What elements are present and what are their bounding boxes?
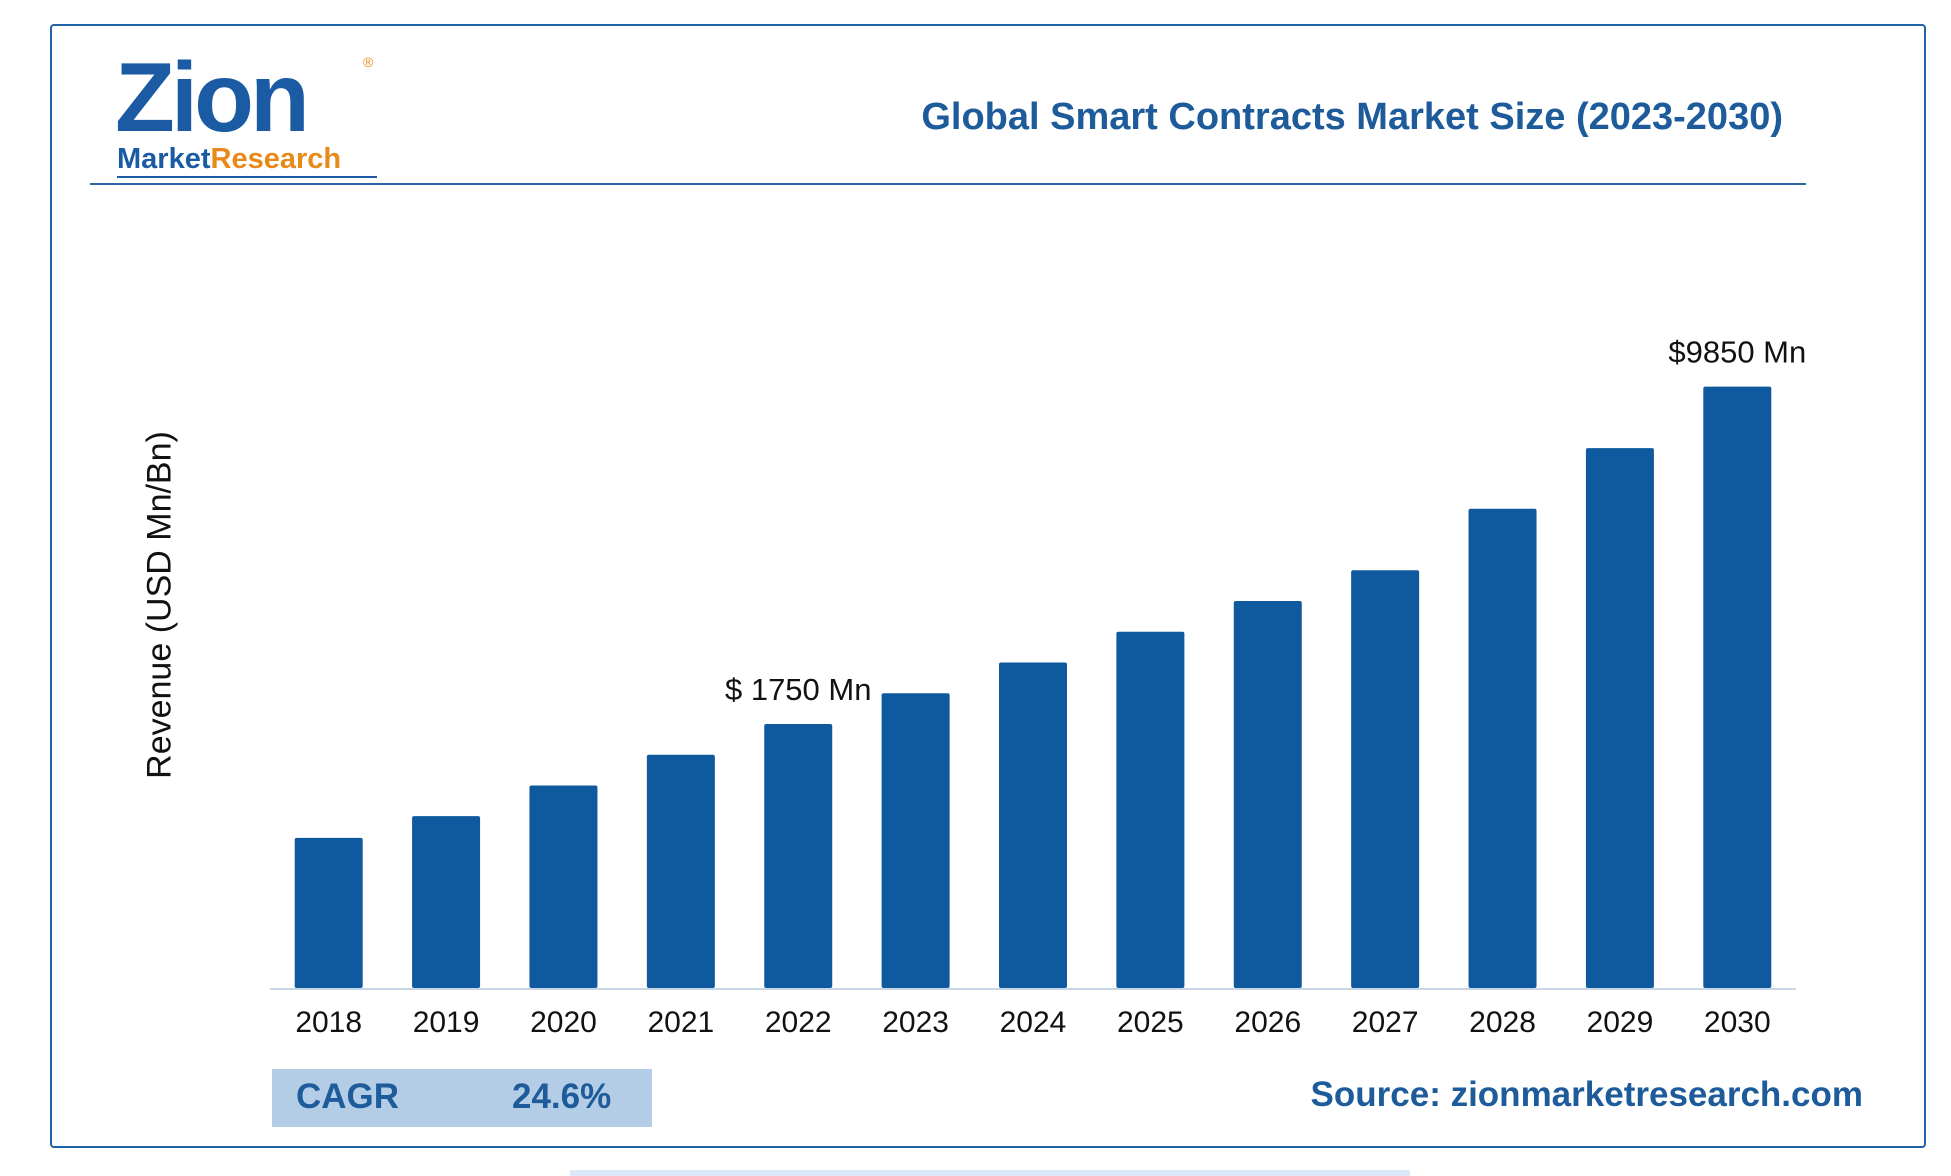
x-tick-label: 2018 [295, 1006, 362, 1039]
bar-2026 [1233, 600, 1302, 988]
cagr-label: CAGR [296, 1077, 400, 1116]
x-tick-label: 2028 [1469, 1006, 1536, 1039]
logo-tagline-research: Research [210, 143, 342, 175]
footer-bar [570, 1170, 1410, 1176]
page-title: Global Smart Contracts Market Size (2023… [921, 96, 1783, 138]
x-tick-label: 2019 [413, 1006, 480, 1039]
x-tick-label: 2021 [647, 1006, 714, 1039]
logo-tagline-market: Market [117, 143, 211, 175]
x-tick-label: 2024 [1000, 1006, 1067, 1039]
bar-2023 [881, 693, 950, 988]
bar-2020 [529, 785, 598, 988]
cagr-box: CAGR 24.6% [272, 1069, 652, 1127]
x-tick-label: 2029 [1587, 1006, 1654, 1039]
bar-2025 [1116, 631, 1185, 988]
bar-2019 [412, 816, 481, 988]
data-label-2030: $9850 Mn [1668, 335, 1806, 370]
bar-2018 [294, 837, 363, 988]
bar-2027 [1351, 570, 1420, 988]
zion-logo: Zion ® MarketResearch [115, 48, 385, 178]
bar-2030 [1703, 386, 1772, 988]
bar-2021 [646, 754, 715, 988]
x-tick-label: 2026 [1234, 1006, 1301, 1039]
logo-underline [117, 176, 377, 178]
logo-wordmark: Zion [115, 42, 310, 152]
x-tick-label: 2022 [765, 1006, 832, 1039]
x-tick-label: 2023 [882, 1006, 949, 1039]
bar-2024 [999, 662, 1067, 988]
source-text: Source: zionmarketresearch.com [1310, 1075, 1863, 1114]
bar-2022 [764, 723, 833, 988]
x-tick-label: 2027 [1352, 1006, 1419, 1039]
bar-2028 [1468, 508, 1537, 988]
cagr-value: 24.6% [512, 1077, 612, 1116]
header-divider [90, 183, 1806, 185]
data-label-2022: $ 1750 Mn [725, 672, 872, 707]
x-tick-label: 2025 [1117, 1006, 1184, 1039]
x-tick-label: 2020 [530, 1006, 597, 1039]
logo-registered-mark: ® [363, 54, 374, 70]
x-tick-label: 2030 [1704, 1006, 1771, 1039]
bar-2029 [1585, 448, 1654, 988]
logo-tagline: MarketResearch [117, 143, 341, 176]
